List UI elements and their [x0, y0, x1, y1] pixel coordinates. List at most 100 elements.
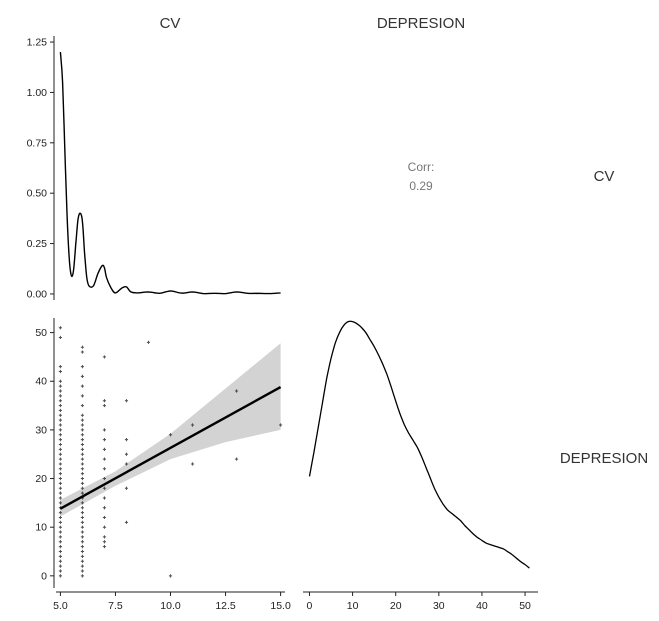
data-point: [80, 476, 85, 481]
data-point: [102, 506, 107, 510]
data-point: [80, 515, 85, 520]
data-point: [80, 530, 85, 534]
data-point: [80, 418, 85, 422]
x-tick-label: 7.5: [108, 600, 123, 612]
data-point: [80, 457, 85, 461]
data-point: [124, 438, 129, 442]
data-point: [190, 423, 195, 427]
data-point: [80, 374, 85, 378]
x-tick-label: 10.0: [160, 600, 181, 612]
data-point: [58, 462, 63, 466]
data-point: [58, 530, 63, 534]
y-tick-label: 0.50: [27, 188, 48, 200]
data-point: [80, 481, 85, 486]
data-point: [80, 472, 85, 476]
data-point: [80, 447, 85, 451]
data-point: [80, 394, 85, 398]
data-point: [58, 501, 63, 505]
data-point: [102, 428, 107, 432]
data-point: [58, 384, 63, 388]
data-point: [80, 540, 85, 544]
data-point: [80, 413, 85, 417]
data-point: [102, 515, 107, 520]
data-point: [102, 476, 107, 481]
y-tick-label: 0.00: [27, 288, 48, 300]
data-point: [102, 403, 107, 408]
data-point: [58, 481, 63, 486]
data-point: [58, 476, 63, 481]
y-tick-label: 40: [35, 376, 47, 388]
data-point: [80, 564, 85, 568]
data-point: [58, 457, 63, 461]
data-point: [58, 491, 63, 495]
data-point: [102, 447, 107, 451]
data-point: [234, 457, 239, 461]
data-point: [80, 559, 85, 563]
data-point: [58, 379, 63, 383]
data-point: [124, 520, 129, 524]
y-tick-label: 10: [35, 522, 47, 534]
data-point: [58, 574, 63, 578]
x-tick-label: 10: [347, 600, 359, 612]
data-point: [80, 452, 85, 456]
x-tick-label: 30: [433, 600, 445, 612]
data-point: [58, 554, 63, 558]
x-tick-label: 40: [476, 600, 488, 612]
depresion-density-line: [308, 320, 530, 569]
data-point: [124, 462, 129, 466]
data-point: [80, 535, 85, 539]
data-point: [58, 438, 63, 442]
x-tick-label: 15.0: [270, 600, 291, 612]
data-point: [80, 462, 85, 466]
data-point: [58, 535, 63, 539]
data-point: [58, 418, 63, 422]
data-point: [58, 486, 63, 490]
data-point: [58, 433, 63, 437]
data-point: [102, 496, 107, 500]
y-tick-label: 30: [35, 424, 47, 436]
data-point: [58, 540, 63, 544]
data-point: [58, 394, 63, 398]
data-point: [80, 433, 85, 437]
data-point: [124, 399, 129, 403]
column-title-cv: CV: [160, 15, 181, 32]
row-title-depresion: DEPRESION: [560, 450, 648, 467]
corr-label: Corr:: [408, 160, 435, 174]
data-point: [58, 408, 63, 413]
data-point: [58, 520, 63, 524]
y-tick-label: 0: [41, 570, 47, 582]
confidence-band: [60, 343, 281, 517]
data-point: [80, 520, 85, 524]
data-point: [58, 442, 63, 447]
data-point: [58, 326, 63, 330]
data-point: [58, 496, 63, 500]
data-point: [102, 535, 107, 539]
data-point: [80, 554, 85, 558]
data-point: [58, 564, 63, 568]
data-point: [80, 428, 85, 432]
data-point: [58, 549, 63, 554]
data-point: [58, 413, 63, 417]
y-tick-label: 1.25: [27, 37, 48, 49]
data-point: [58, 428, 63, 432]
data-point: [58, 365, 63, 369]
data-point: [58, 447, 63, 451]
data-point: [80, 403, 85, 408]
data-point: [80, 491, 85, 495]
x-tick-label: 5.0: [53, 600, 68, 612]
x-tick-label: 50: [519, 600, 531, 612]
x-tick-label: 12.5: [215, 600, 236, 612]
y-tick-label: 50: [35, 327, 47, 339]
data-point: [80, 569, 85, 573]
data-point: [190, 462, 195, 466]
data-point: [80, 574, 85, 578]
data-point: [146, 340, 151, 344]
data-point: [58, 399, 63, 403]
data-point: [102, 540, 107, 544]
data-point: [80, 350, 85, 354]
data-point: [80, 423, 85, 427]
data-point: [80, 467, 85, 471]
column-title-depresion: DEPRESION: [377, 15, 465, 32]
data-point: [124, 486, 129, 490]
data-point: [58, 467, 63, 471]
